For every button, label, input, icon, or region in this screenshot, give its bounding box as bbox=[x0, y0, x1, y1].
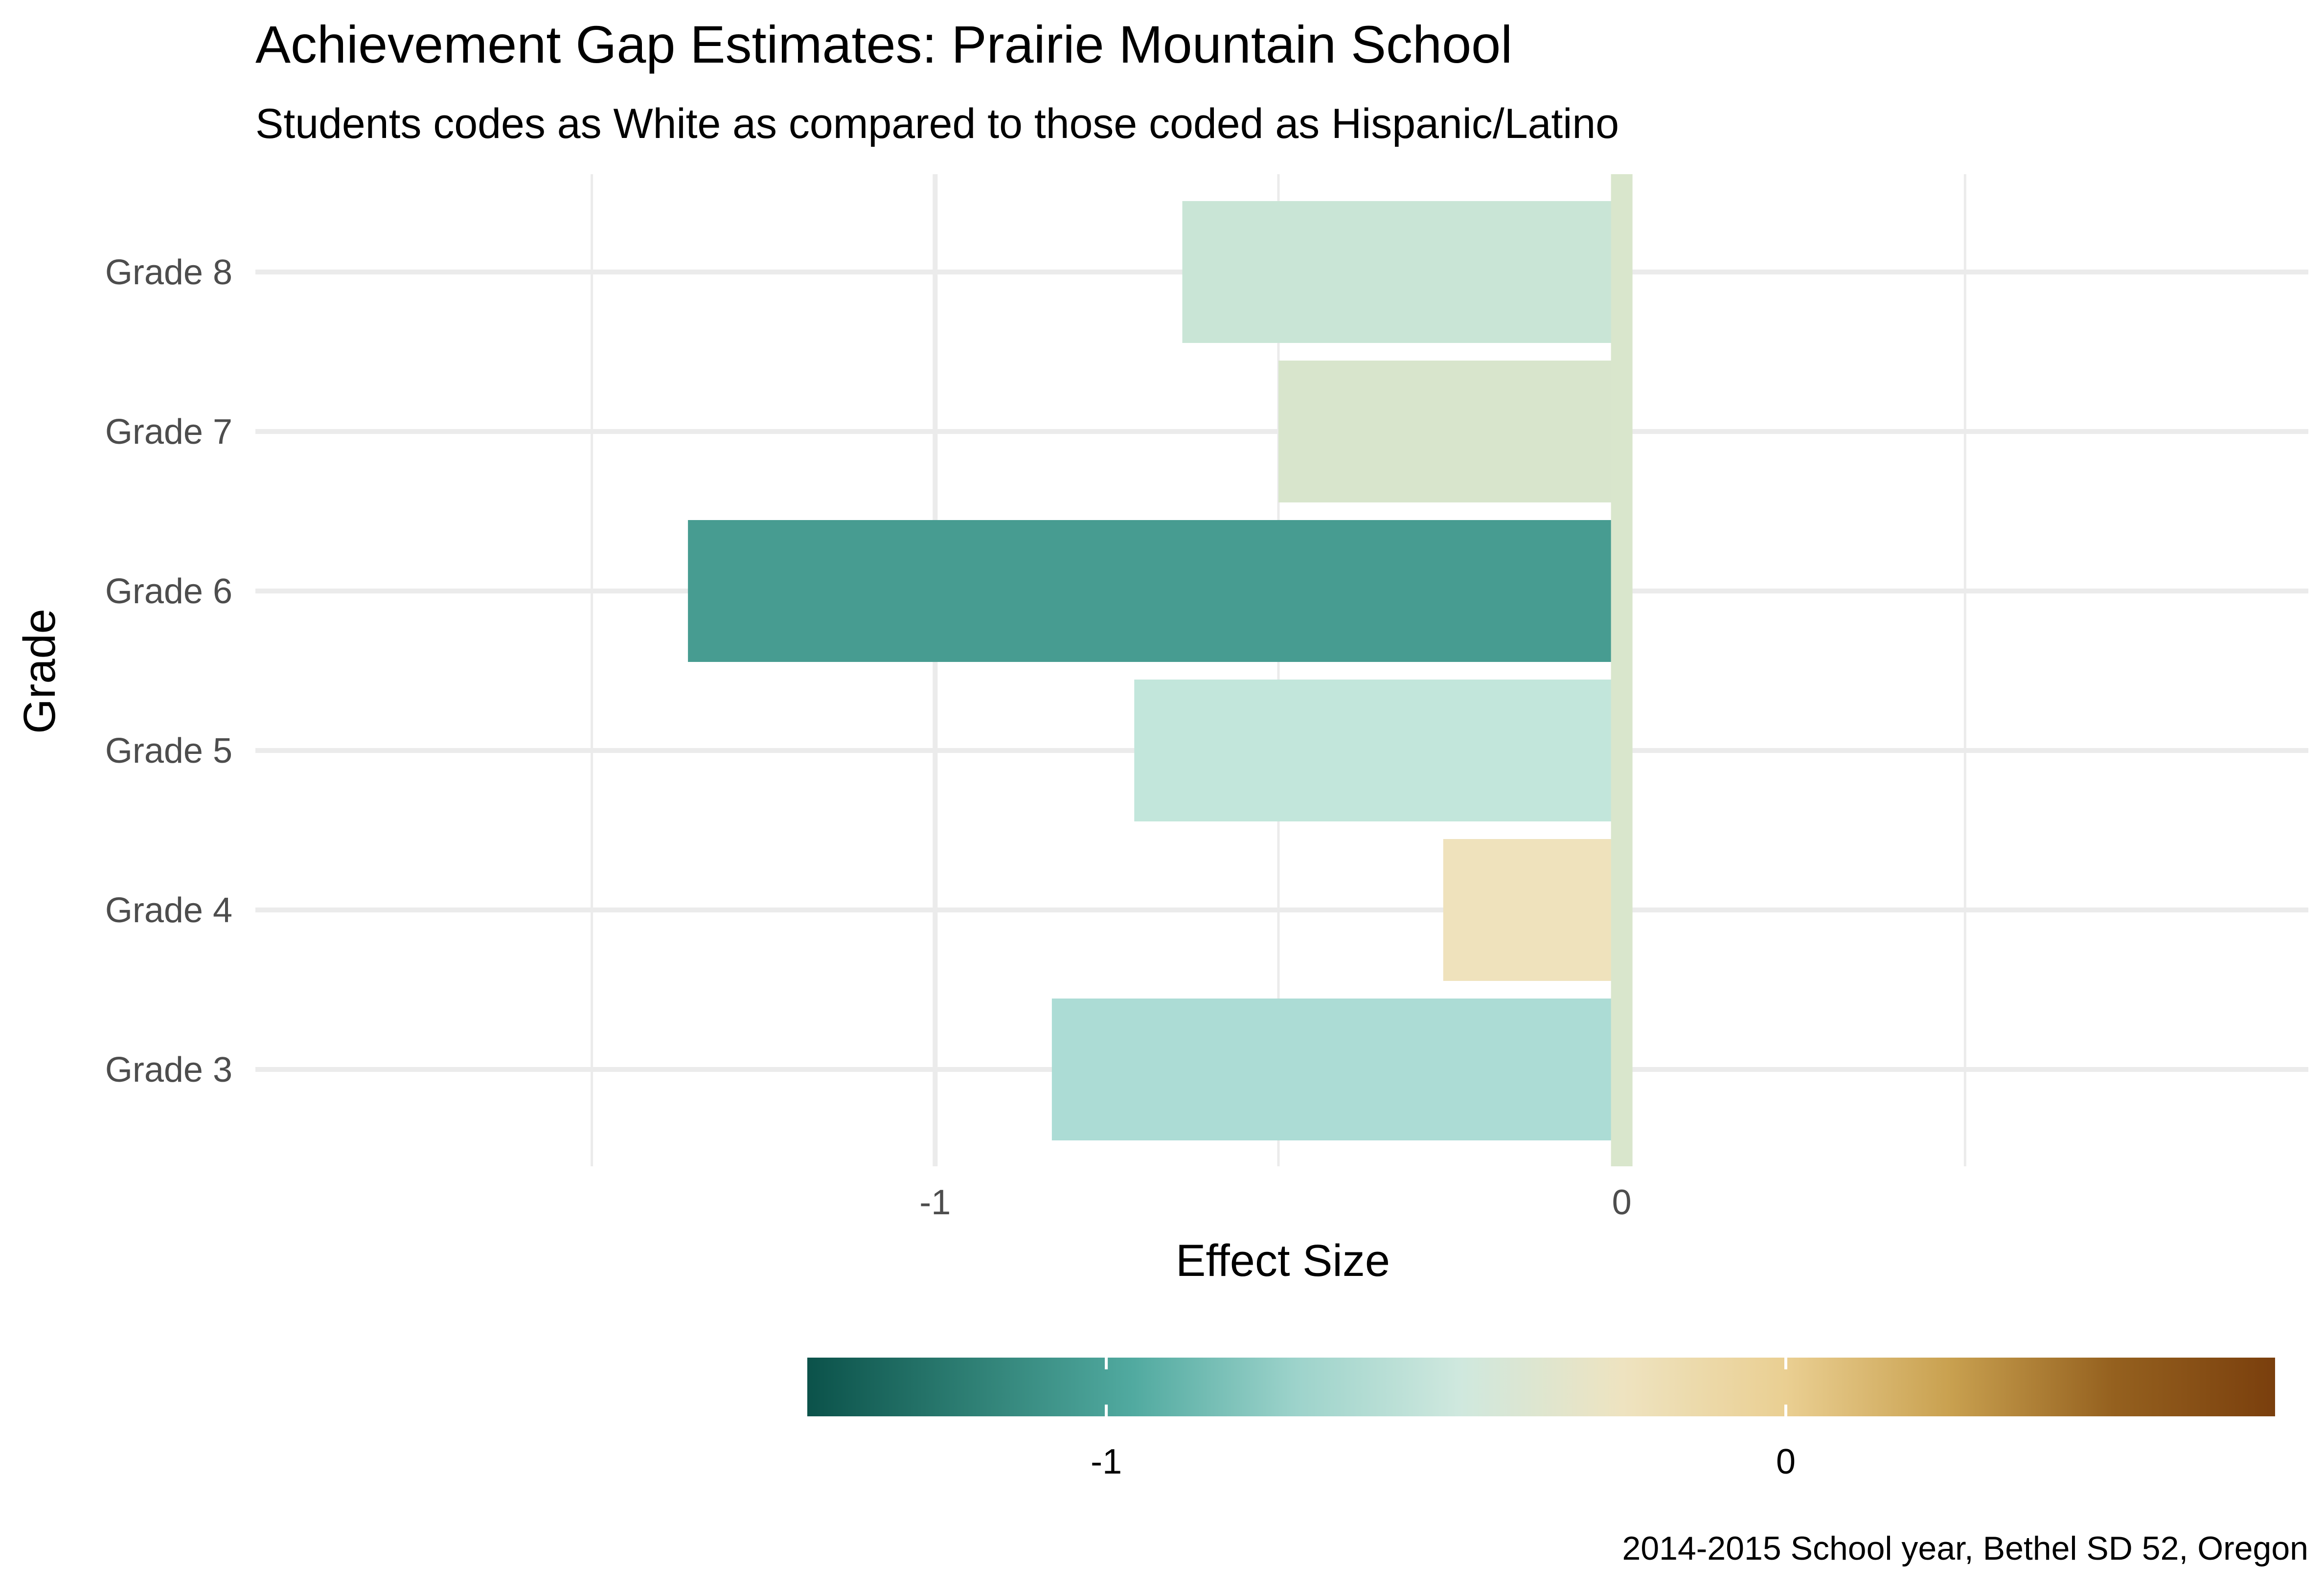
y-tick-label: Grade 5 bbox=[105, 731, 232, 771]
bar-grade-6 bbox=[688, 520, 1622, 662]
y-tick-label: Grade 4 bbox=[105, 891, 232, 930]
bars bbox=[688, 174, 1633, 1166]
colorbar-tick-label: -1 bbox=[1091, 1442, 1122, 1481]
colorbar-tick-label: 0 bbox=[1776, 1442, 1796, 1481]
x-tick-label: -1 bbox=[919, 1183, 951, 1222]
chart-subtitle: Students codes as White as compared to t… bbox=[255, 100, 1619, 147]
colorbar-legend: -1 0 bbox=[807, 1358, 2275, 1481]
bar-grade-7 bbox=[1278, 361, 1622, 502]
bar-grade-4 bbox=[1443, 839, 1622, 981]
y-tick-label: Grade 8 bbox=[105, 253, 232, 292]
y-tick-label: Grade 6 bbox=[105, 572, 232, 611]
chart-title: Achievement Gap Estimates: Prairie Mount… bbox=[255, 15, 1512, 74]
bar-grade-3 bbox=[1051, 999, 1622, 1140]
zero-reference-line bbox=[1611, 174, 1633, 1166]
bar-grade-5 bbox=[1134, 680, 1622, 821]
x-tick-label: 0 bbox=[1612, 1183, 1632, 1222]
chart-caption: 2014-2015 School year, Bethel SD 52, Ore… bbox=[1622, 1530, 2309, 1567]
y-axis-tick-labels: Grade 3 Grade 4 Grade 5 Grade 6 Grade 7 Grade… bbox=[105, 253, 232, 1090]
x-axis-title: Effect Size bbox=[1176, 1236, 1390, 1286]
colorbar bbox=[807, 1358, 2275, 1416]
y-tick-label: Grade 7 bbox=[105, 412, 232, 452]
x-axis-tick-labels: -1 0 bbox=[919, 1183, 1631, 1222]
bar-grade-8 bbox=[1182, 201, 1622, 343]
y-tick-label: Grade 3 bbox=[105, 1050, 232, 1090]
y-axis-title: Grade bbox=[15, 609, 65, 734]
